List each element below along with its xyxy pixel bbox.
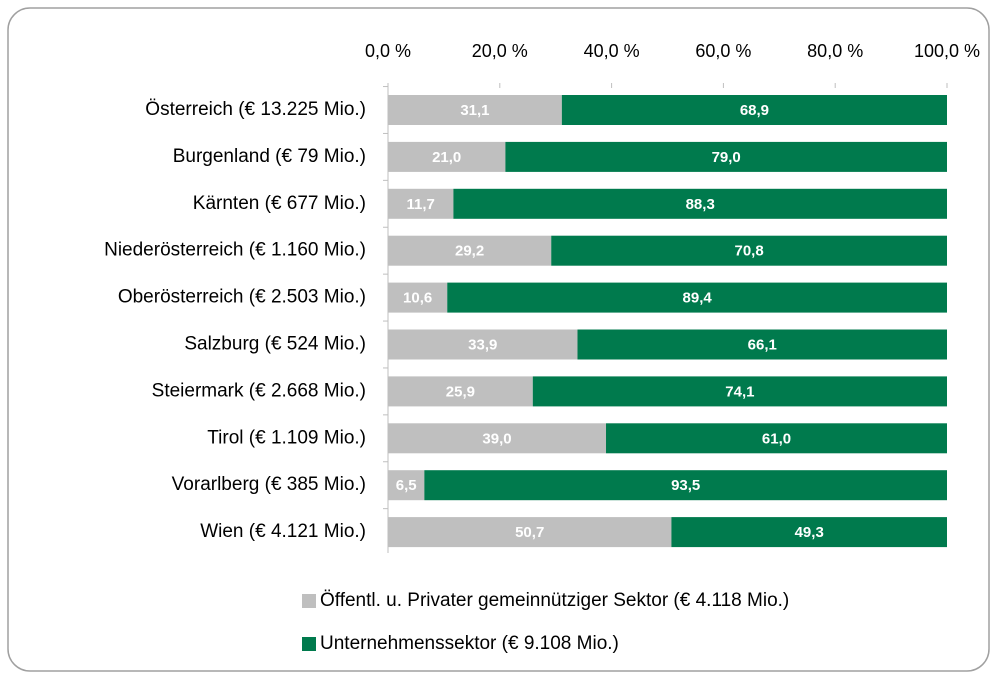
value-label: 39,0 [482, 430, 511, 447]
bar-segment [453, 188, 947, 219]
x-tick-label: 0,0 % [365, 41, 411, 61]
value-label: 89,4 [683, 290, 713, 307]
value-label: 79,0 [712, 149, 741, 166]
x-tick-label: 100,0 % [914, 41, 980, 61]
value-label: 74,1 [725, 383, 754, 400]
value-label: 6,5 [396, 477, 417, 494]
bar-segment [388, 141, 506, 172]
category-label: Vorarlberg (€ 385 Mio.) [172, 474, 366, 495]
category-label: Kärnten (€ 677 Mio.) [193, 193, 366, 214]
category-label: Burgenland (€ 79 Mio.) [173, 146, 366, 167]
bar-segment [532, 376, 947, 407]
value-label: 25,9 [446, 383, 475, 400]
value-label: 33,9 [468, 336, 497, 353]
category-label: Wien (€ 4.121 Mio.) [200, 521, 366, 542]
bar-segment [561, 95, 947, 125]
legend-label: Öffentl. u. Privater gemeinnütziger Sekt… [320, 590, 789, 611]
bar-segment [388, 470, 425, 501]
bar-segment [551, 235, 947, 266]
value-label: 66,1 [748, 336, 777, 353]
x-tick-label: 80,0 % [807, 41, 863, 61]
bar-segment [388, 282, 448, 313]
value-label: 11,7 [407, 196, 435, 213]
value-label: 93,5 [671, 477, 700, 494]
bar-segment [388, 188, 454, 219]
bar-segment [388, 423, 607, 454]
category-label: Salzburg (€ 524 Mio.) [184, 334, 366, 355]
category-label: Niederösterreich (€ 1.160 Mio.) [104, 240, 366, 261]
bar-segment [388, 376, 533, 407]
value-label: 49,3 [795, 524, 824, 541]
value-label: 21,0 [432, 149, 461, 166]
bar-segment [447, 282, 947, 313]
category-label: Österreich (€ 13.225 Mio.) [145, 99, 366, 120]
bar-segment [671, 517, 947, 548]
x-tick-label: 20,0 % [472, 41, 528, 61]
value-label: 68,9 [740, 102, 769, 119]
bar-segment [388, 517, 672, 548]
bar-segment [424, 470, 948, 501]
x-tick-label: 60,0 % [695, 41, 751, 61]
value-label: 70,8 [735, 243, 764, 260]
legend-swatch [302, 594, 316, 608]
category-label: Steiermark (€ 2.668 Mio.) [152, 380, 366, 401]
bar-segment [388, 329, 578, 360]
legend-swatch [302, 637, 316, 651]
value-label: 29,2 [455, 243, 484, 260]
category-label: Oberösterreich (€ 2.503 Mio.) [118, 287, 366, 308]
value-label: 10,6 [403, 290, 432, 307]
bar-segment [577, 329, 947, 360]
bar-segment [505, 141, 947, 172]
value-label: 88,3 [686, 196, 715, 213]
value-label: 31,1 [460, 102, 489, 119]
bar-segment [388, 95, 562, 125]
category-label: Tirol (€ 1.109 Mio.) [207, 427, 366, 448]
bar-segment [606, 423, 947, 454]
value-label: 50,7 [515, 524, 544, 541]
value-label: 61,0 [762, 430, 791, 447]
x-tick-label: 40,0 % [584, 41, 640, 61]
bar-segment [388, 235, 552, 266]
legend-label: Unternehmenssektor (€ 9.108 Mio.) [320, 633, 619, 654]
